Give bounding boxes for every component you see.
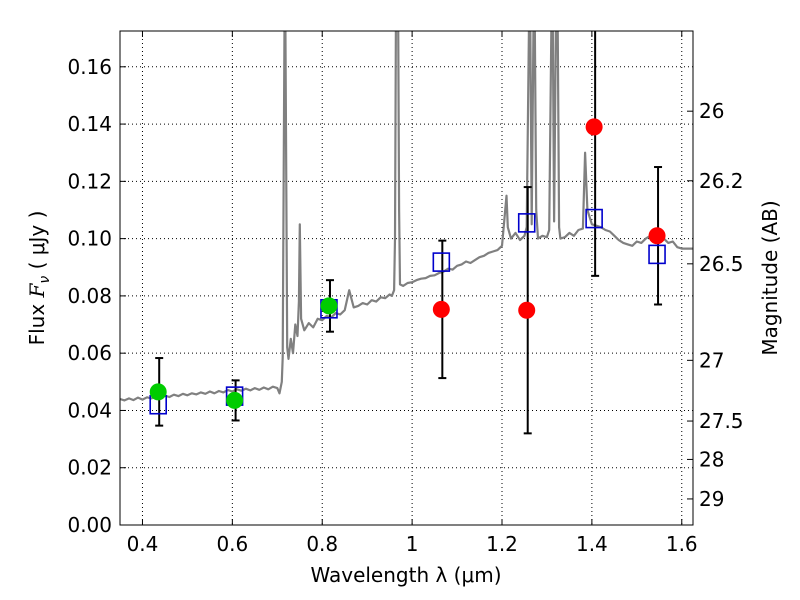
plot-area xyxy=(120,31,693,525)
y-tick-label: 0.14 xyxy=(67,112,112,136)
y2-tick-label: 29 xyxy=(699,487,724,511)
x-tick-label: 0.4 xyxy=(127,532,159,556)
observed-point xyxy=(149,383,167,401)
x-tick-label: 1.6 xyxy=(666,532,698,556)
observed-point xyxy=(432,300,450,318)
y-tick-label: 0.10 xyxy=(67,227,112,251)
y2-tick-label: 26.2 xyxy=(699,169,744,193)
plot-frame xyxy=(119,30,694,526)
model-point xyxy=(432,252,451,272)
x-tick-label: 0.8 xyxy=(306,532,338,556)
y-tick-label: 0.02 xyxy=(67,456,112,480)
y-tick-label: 0.06 xyxy=(67,341,112,365)
x-tick-label: 1.2 xyxy=(486,532,518,556)
y-tick-label: 0.12 xyxy=(67,169,112,193)
observed-point xyxy=(226,391,244,409)
x-tick-label: 1.4 xyxy=(576,532,608,556)
y-axis-label: Flux Fν ( μJy ) xyxy=(25,211,53,346)
y2-axis: 26 26.2 26.5 27 27.5 28 29 xyxy=(687,99,744,511)
observed-point xyxy=(320,297,338,315)
y2-axis-label: Magnitude (AB) xyxy=(758,200,782,355)
y2-tick-label: 26 xyxy=(699,99,724,123)
y-tick-label: 0.04 xyxy=(67,398,112,422)
model-point xyxy=(517,213,536,233)
markers-group xyxy=(149,118,666,415)
y2-tick-label: 26.5 xyxy=(699,252,744,276)
observed-point xyxy=(585,118,603,136)
y-tick-label: 0.08 xyxy=(67,284,112,308)
x-axis-label: Wavelength λ (μm) xyxy=(310,563,501,587)
y2-tick-label: 28 xyxy=(699,447,724,471)
x-tick-label: 1 xyxy=(406,532,419,556)
y-tick-label: 0.16 xyxy=(67,55,112,79)
y-axis: 0.00 0.02 0.04 0.06 0.08 0.10 0.12 0.14 0.16 xyxy=(67,55,126,537)
model-point xyxy=(648,244,666,265)
y2-tick-label: 27 xyxy=(699,348,724,372)
model-point xyxy=(585,208,603,229)
y-tick-label: 0.00 xyxy=(67,513,112,537)
x-tick-label: 0.6 xyxy=(216,532,248,556)
observed-point xyxy=(518,301,536,319)
observed-point xyxy=(648,227,666,245)
x-axis: 0.4 0.6 0.8 1 1.2 1.4 1.6 xyxy=(127,31,698,556)
y2-tick-label: 27.5 xyxy=(699,409,744,433)
